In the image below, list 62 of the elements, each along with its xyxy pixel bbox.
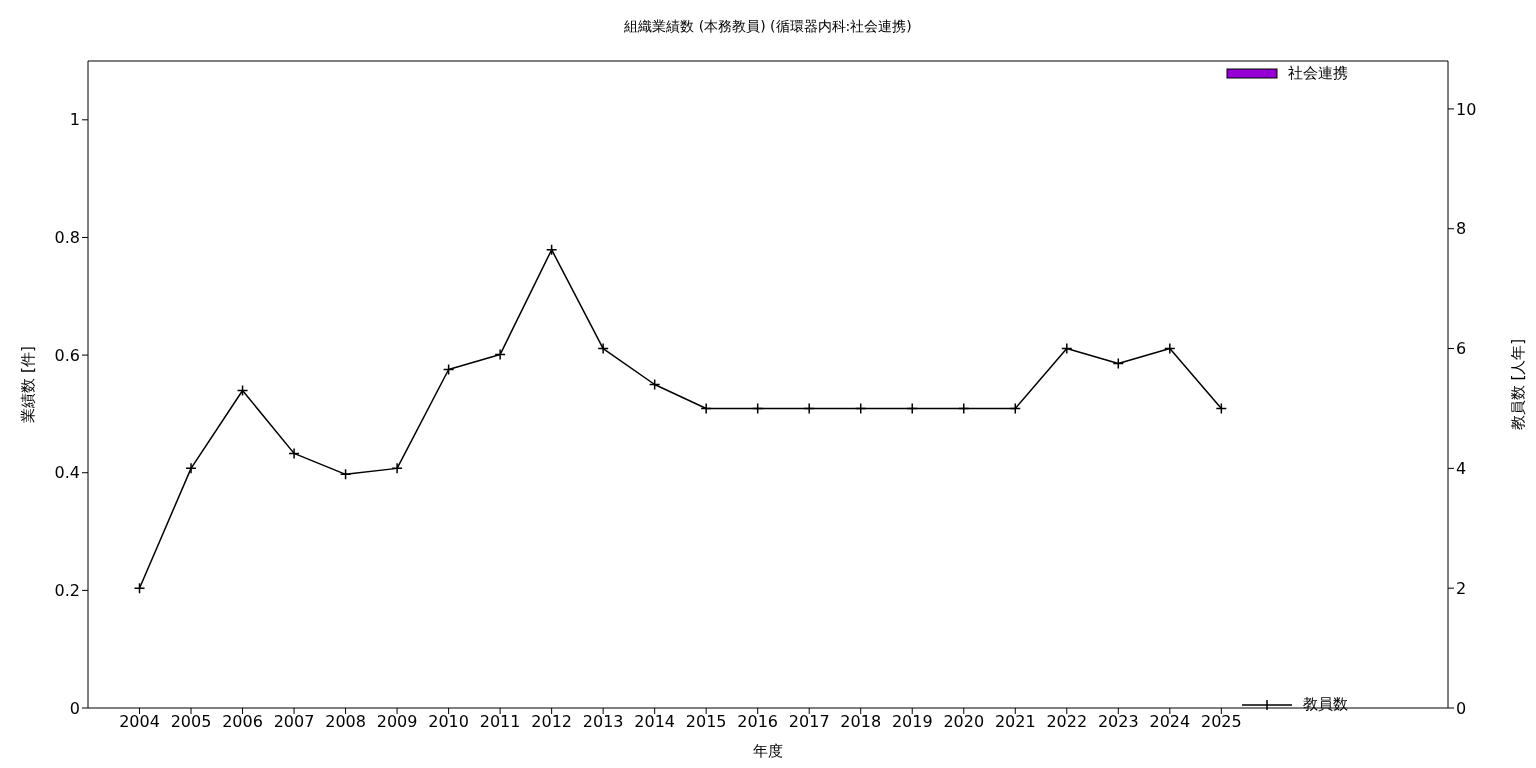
x-tick-label: 2009	[376, 712, 418, 732]
point	[442, 363, 455, 376]
x-tick-label: 2013	[582, 712, 624, 732]
x-tick-label: 2007	[273, 712, 315, 732]
x-axis-title: 年度	[753, 742, 783, 760]
y-tick-label: 0.2	[54, 581, 80, 601]
y-tick-label: 0	[69, 698, 80, 718]
y-tick-label: 0.4	[54, 463, 80, 483]
x-tick-label: 2021	[994, 712, 1036, 732]
point	[185, 462, 197, 475]
x-tick-label: 2025	[1200, 712, 1242, 732]
x-tick-label: 2006	[222, 712, 263, 732]
point	[1061, 342, 1073, 355]
point	[906, 402, 918, 415]
point	[958, 402, 970, 415]
point	[597, 342, 609, 355]
x-tick-label: 2005	[170, 712, 212, 732]
y2-tick-label: 6	[1456, 339, 1467, 359]
point	[1009, 402, 1022, 415]
point	[494, 348, 506, 361]
y2-tick-label: 10	[1456, 99, 1477, 119]
x-tick-label: 2014	[634, 712, 676, 732]
x-tick-label: 2015	[685, 712, 727, 732]
x-tick-label: 2010	[428, 712, 469, 732]
point	[1164, 342, 1176, 355]
y-tick-label: 1	[69, 110, 80, 130]
x-tick-label: 2022	[1046, 712, 1088, 732]
point	[648, 378, 661, 391]
point	[751, 402, 764, 415]
point	[700, 402, 712, 415]
chart-title: 組織業績数 (本務教員) (循環器内科:社会連携)	[623, 17, 913, 36]
y2-tick-label: 8	[1456, 219, 1467, 239]
point	[339, 468, 352, 481]
point	[545, 243, 558, 256]
y2-tick-label: 4	[1456, 459, 1467, 479]
point	[854, 402, 867, 415]
point	[1215, 402, 1228, 415]
x-tick-label: 2020	[943, 712, 985, 732]
x-tick-label: 2012	[531, 712, 572, 732]
x-tick-label: 2023	[1097, 712, 1139, 732]
y-tick-label: 0.6	[54, 345, 80, 365]
x-tick-label: 2018	[840, 712, 882, 732]
y2-axis-title: 教員数 [人年]	[1509, 338, 1528, 431]
point	[391, 462, 403, 475]
x-tick-label: 2019	[891, 712, 933, 732]
legend-label: 教員数	[1303, 695, 1348, 714]
point	[1112, 357, 1125, 370]
x-tick-label: 2011	[479, 712, 521, 732]
x-tick-label: 2016	[737, 712, 779, 732]
point	[133, 582, 146, 594]
x-tick-label: 2004	[119, 712, 160, 732]
x-tick-label: 2008	[325, 712, 366, 732]
x-tick-label: 2017	[788, 712, 830, 732]
x-tick-label: 2024	[1149, 712, 1191, 732]
legend-label: 社会連携	[1288, 64, 1348, 83]
y2-tick-label: 0	[1456, 698, 1467, 718]
point	[803, 402, 815, 415]
point	[288, 447, 300, 460]
point	[236, 384, 249, 397]
y2-tick-label: 2	[1456, 578, 1467, 598]
y-tick-label: 0.8	[54, 228, 80, 248]
y-axis-title: 業績数 [件]	[19, 346, 38, 423]
